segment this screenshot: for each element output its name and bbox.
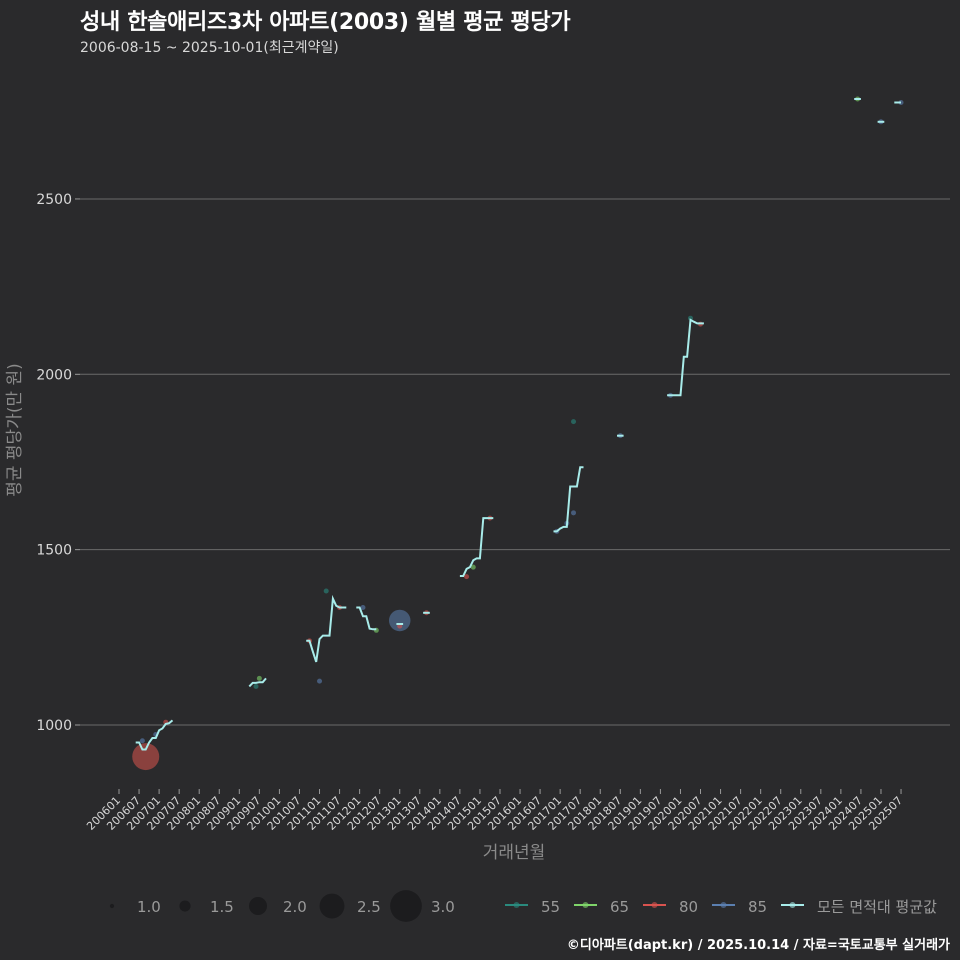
legend-label: 65 [610, 898, 629, 916]
avg-line-segment [248, 677, 267, 688]
data-point-80 [132, 743, 160, 771]
legend-label: 85 [748, 898, 767, 916]
data-point-55 [253, 683, 259, 689]
area-data-points [132, 96, 904, 771]
legend-label: 모든 면적대 평균값 [817, 898, 937, 916]
avg-line-segment [306, 594, 347, 663]
data-point-85 [317, 678, 323, 684]
footer-credit: ©디아파트(dapt.kr) / 2025.10.14 / 자료=국토교통부 실… [566, 938, 950, 953]
legend-label: 55 [541, 898, 560, 916]
legend-dot-3 [720, 902, 727, 908]
y-axis-title: 평균 평당가(만 원) [5, 363, 25, 497]
data-point-55 [571, 419, 577, 425]
chart-title: 성내 한솔애리즈3차 아파트(2003) 월별 평균 평당가 [80, 10, 571, 35]
legend-dot-0 [513, 902, 520, 908]
data-point-55 [323, 588, 329, 594]
legend-dot-4 [789, 902, 796, 908]
legend-dot-2 [651, 902, 658, 908]
avg-line-segment [135, 719, 174, 751]
size-legend: 1.0 1.5 2.0 2.5 3.0 [109, 890, 455, 922]
color-legend: 55 65 80 85 모든 면적대 평균값 [505, 898, 937, 916]
data-point-80 [464, 574, 470, 580]
size-legend-label: 2.5 [357, 898, 381, 916]
size-legend-label: 2.0 [283, 898, 307, 916]
size-legend-circle [249, 897, 267, 915]
y-tick-label: 1500 [36, 543, 72, 559]
size-legend-circle [109, 903, 115, 909]
legend-label: 80 [679, 898, 698, 916]
avg-line-segment [667, 318, 704, 397]
size-legend-label: 1.0 [137, 898, 161, 916]
y-gridlines [80, 198, 950, 726]
data-point-85 [571, 510, 577, 516]
avg-line-segment [553, 466, 584, 533]
y-tick-label: 2500 [36, 192, 72, 208]
data-point-65 [256, 675, 262, 681]
size-legend-circle [179, 900, 191, 912]
legend-dot-1 [582, 902, 589, 908]
data-point-85 [898, 100, 904, 106]
x-axis: 2006012006072007012007072008012008072009… [84, 789, 905, 833]
avg-line-segment [356, 606, 377, 631]
size-legend-circle [319, 893, 345, 919]
y-tick-label: 2000 [36, 367, 72, 383]
size-legend-circle [390, 890, 422, 922]
size-legend-label: 3.0 [431, 898, 455, 916]
average-price-line [135, 98, 901, 751]
size-legend-label: 1.5 [210, 898, 234, 916]
data-point-85 [360, 605, 366, 611]
data-point-85 [388, 609, 411, 632]
y-axis: 1000 1500 2000 2500 [36, 192, 80, 734]
data-point-65 [470, 564, 476, 570]
chart-subtitle: 2006-08-15 ~ 2025-10-01(최근계약일) [80, 40, 339, 56]
data-point-85 [139, 738, 145, 744]
avg-line-segment [459, 517, 494, 577]
y-tick-label: 1000 [36, 718, 72, 734]
x-axis-title: 거래년월 [483, 843, 546, 863]
